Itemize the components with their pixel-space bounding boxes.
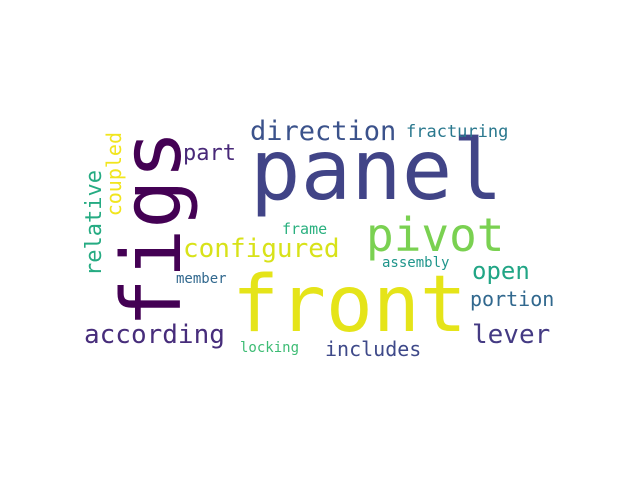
- word-pivot: pivot: [366, 212, 504, 258]
- word-part: part: [183, 143, 236, 165]
- word-fracturing: fracturing: [406, 124, 508, 141]
- word-assembly: assembly: [382, 256, 449, 270]
- word-member: member: [176, 272, 227, 286]
- word-locking: locking: [240, 341, 299, 355]
- word-open: open: [472, 259, 530, 283]
- word-front: front: [232, 266, 467, 344]
- word-frame: frame: [282, 222, 327, 237]
- word-configured: configured: [183, 236, 340, 262]
- word-according: according: [84, 322, 225, 348]
- word-lever: lever: [472, 322, 550, 348]
- word-direction: direction: [250, 118, 396, 145]
- word-coupled: coupled: [104, 132, 124, 216]
- word-includes: includes: [325, 339, 421, 359]
- word-portion: portion: [470, 289, 554, 309]
